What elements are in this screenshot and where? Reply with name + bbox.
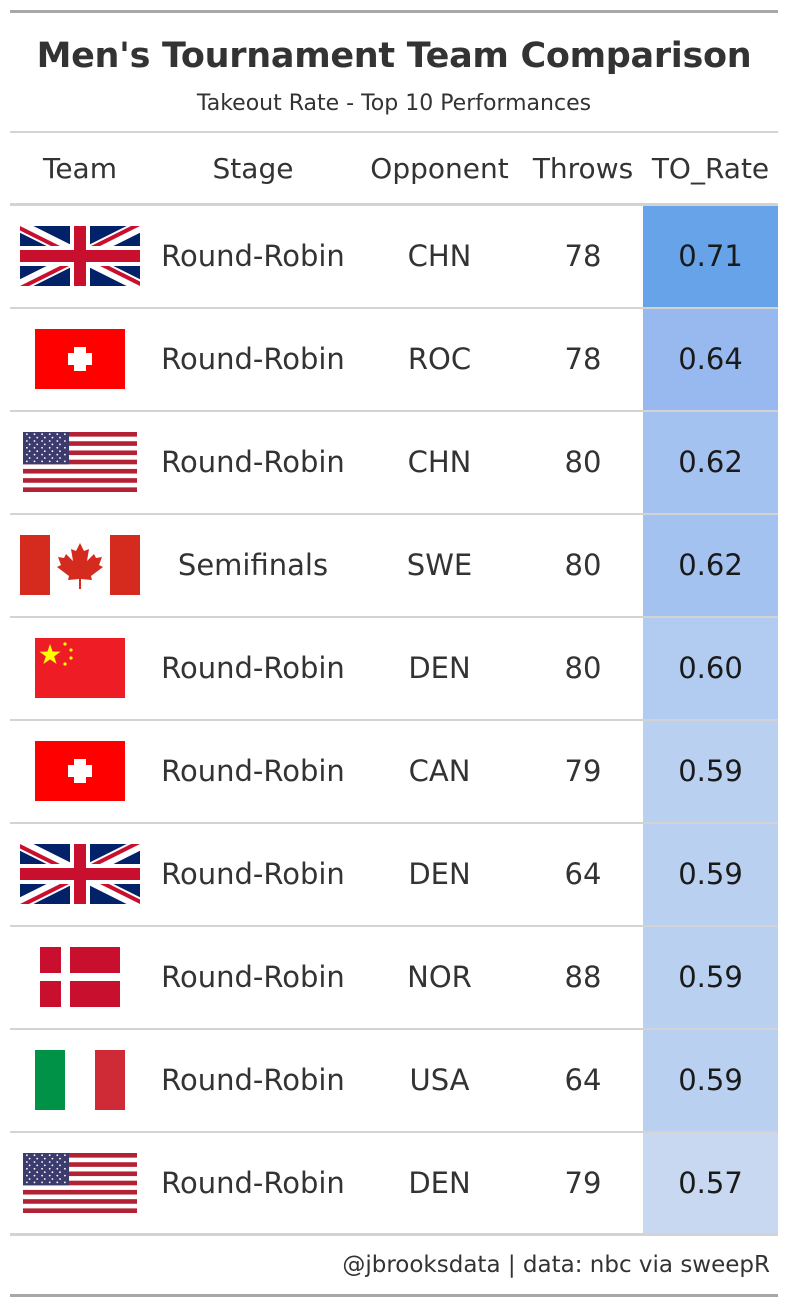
column-header-throws: Throws — [532, 151, 634, 185]
to-rate-cell: 0.71 — [643, 204, 778, 308]
opponent-cell: USA — [409, 1063, 470, 1097]
team-cell — [10, 720, 150, 823]
to-rate-cell: 0.62 — [643, 513, 778, 617]
team-cell — [10, 205, 150, 308]
stage-cell: Round-Robin — [161, 342, 345, 376]
column-header-team: Team — [42, 151, 117, 185]
top-rule — [10, 10, 778, 13]
opponent-cell: NOR — [407, 960, 472, 994]
table-body: Round-Robin CHN 78 0.71 Round-Robin ROC 78 0.64… — [10, 204, 778, 1235]
stage-cell: Round-Robin — [161, 857, 345, 891]
team-cell — [10, 514, 150, 617]
source-caption: @jbrooksdata | data: nbc via sweepR — [342, 1252, 770, 1278]
switzerland-flag-icon — [10, 329, 150, 389]
throws-cell: 80 — [564, 548, 602, 582]
stage-cell: Semifinals — [177, 548, 329, 582]
throws-cell: 79 — [564, 1165, 602, 1200]
china-flag-icon — [10, 638, 150, 698]
to-rate-cell: 0.59 — [643, 925, 778, 1029]
switzerland-flag-icon — [10, 741, 150, 801]
canada-flag-icon — [10, 535, 150, 595]
header-row: Team Stage Opponent Throws TO_Rate — [10, 133, 778, 205]
to-rate-cell: 0.57 — [643, 1131, 778, 1235]
table-row: Semifinals SWE 80 0.62 — [10, 513, 778, 617]
uk-flag-icon — [10, 844, 150, 904]
opponent-cell: DEN — [408, 651, 471, 685]
to-rate-cell: 0.59 — [643, 822, 778, 926]
table-row: Round-Robin CHN 80 0.62 — [10, 410, 778, 514]
team-cell — [10, 308, 150, 411]
team-cell — [10, 617, 150, 720]
opponent-cell: ROC — [407, 342, 472, 376]
to-rate-cell: 0.59 — [643, 719, 778, 823]
throws-cell: 64 — [564, 857, 602, 891]
opponent-cell: SWE — [406, 548, 473, 582]
denmark-flag-icon — [10, 947, 150, 1007]
column-header-opponent: Opponent — [370, 151, 509, 185]
header-rule — [10, 131, 778, 133]
team-cell — [10, 926, 150, 1029]
stage-cell: Round-Robin — [161, 1165, 345, 1200]
team-cell — [10, 411, 150, 514]
opponent-cell: CHN — [407, 239, 472, 274]
column-header-stage: Stage — [212, 151, 294, 185]
opponent-cell: CAN — [408, 754, 471, 788]
table-row: Round-Robin DEN 79 0.57 — [10, 1131, 778, 1235]
table-row: Round-Robin DEN 80 0.60 — [10, 616, 778, 720]
table-row: Round-Robin USA 64 0.59 — [10, 1028, 778, 1132]
usa-flag-icon — [10, 432, 150, 492]
stage-cell: Round-Robin — [161, 651, 345, 685]
to-rate-cell: 0.59 — [643, 1028, 778, 1132]
stage-cell: Round-Robin — [161, 445, 345, 479]
stage-cell: Round-Robin — [161, 239, 345, 274]
page-title: Men's Tournament Team Comparison — [36, 36, 752, 76]
team-cell — [10, 823, 150, 926]
table-row: Round-Robin CAN 79 0.59 — [10, 719, 778, 823]
uk-flag-icon — [10, 226, 150, 287]
stage-cell: Round-Robin — [161, 960, 345, 994]
table-row: Round-Robin CHN 78 0.71 — [10, 204, 778, 308]
throws-cell: 78 — [564, 342, 602, 376]
team-cell — [10, 1029, 150, 1132]
bottom-rule — [10, 1294, 778, 1297]
opponent-cell: DEN — [408, 1165, 471, 1200]
comparison-table: Team Stage Opponent Throws TO_Rate Round… — [10, 133, 778, 1236]
throws-cell: 79 — [564, 754, 602, 788]
stage-cell: Round-Robin — [161, 1063, 345, 1097]
to-rate-cell: 0.62 — [643, 410, 778, 514]
opponent-cell: CHN — [407, 445, 472, 479]
opponent-cell: DEN — [408, 857, 471, 891]
stage-cell: Round-Robin — [161, 754, 345, 788]
team-cell — [10, 1132, 150, 1235]
usa-flag-icon — [10, 1152, 150, 1213]
throws-cell: 80 — [564, 445, 602, 479]
to-rate-cell: 0.60 — [643, 616, 778, 720]
page-subtitle: Takeout Rate - Top 10 Performances — [196, 91, 592, 116]
table-row: Round-Robin ROC 78 0.64 — [10, 307, 778, 411]
throws-cell: 78 — [564, 239, 602, 274]
throws-cell: 88 — [564, 960, 602, 994]
table-row: Round-Robin NOR 88 0.59 — [10, 925, 778, 1029]
table-row: Round-Robin DEN 64 0.59 — [10, 822, 778, 926]
throws-cell: 80 — [564, 651, 602, 685]
column-header-to-rate: TO_Rate — [651, 151, 770, 185]
italy-flag-icon — [10, 1050, 150, 1110]
throws-cell: 64 — [564, 1063, 602, 1097]
table-container: Men's Tournament Team Comparison Takeout… — [10, 10, 778, 1297]
to-rate-cell: 0.64 — [643, 307, 778, 411]
